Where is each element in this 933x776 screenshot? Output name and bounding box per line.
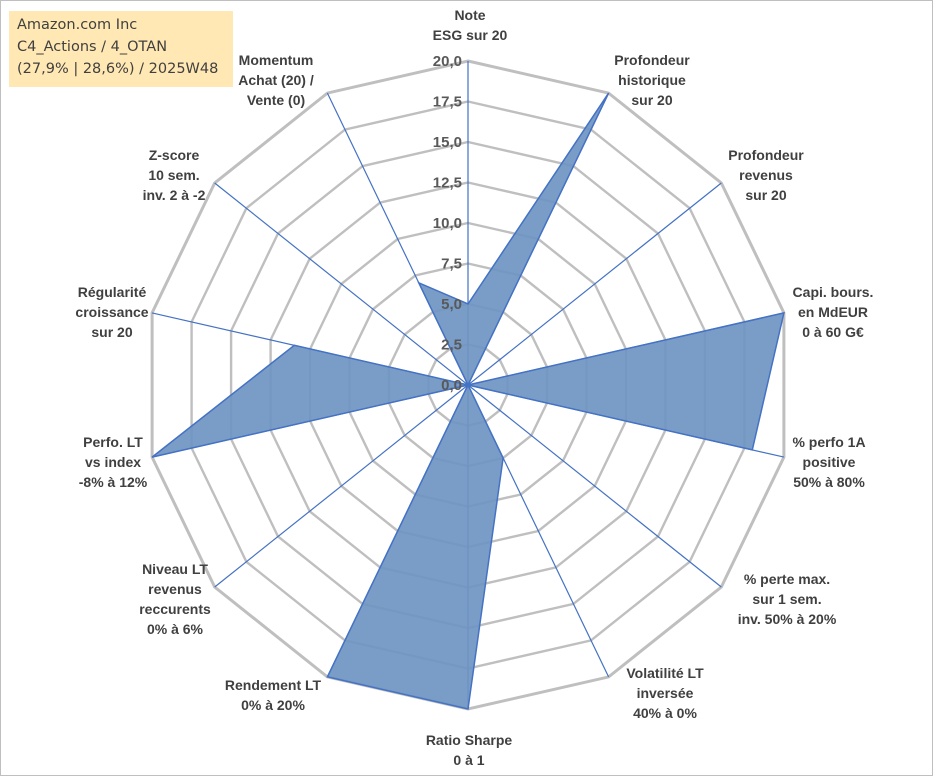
tick-label-1: 2,5 <box>441 337 462 354</box>
axis-label-line: 50% à 80% <box>793 474 865 490</box>
axis-label-5: % perte max. sur 1 sem. inv. 50% à 20% <box>738 571 837 627</box>
series-area-0 <box>151 92 785 710</box>
axis-label-line: inversée <box>637 685 694 701</box>
axis-label-line: sur 1 sem. <box>752 591 821 607</box>
spoke-5 <box>467 384 722 588</box>
tick-label-7: 17,5 <box>433 94 462 111</box>
axis-label-line: vs index <box>85 454 141 470</box>
spoke-2 <box>467 182 722 386</box>
spoke-9 <box>214 384 469 588</box>
axis-label-line: positive <box>803 454 856 470</box>
axis-label-line: -8% à 12% <box>79 474 148 490</box>
axis-label-line: 0% à 6% <box>147 621 204 637</box>
axis-label-0: Note ESG sur 20 <box>433 7 508 43</box>
axis-label-line: Ratio Sharpe <box>426 732 513 748</box>
title-line-stats: (27,9% | 28,6%) / 2025W48 <box>17 61 219 77</box>
axis-label-9: Niveau LT revenus reccurents 0% à 6% <box>139 561 211 637</box>
axis-label-line: revenus <box>148 581 202 597</box>
title-line-company: Amazon.com Inc <box>17 17 138 33</box>
axis-label-line: Rendement LT <box>225 677 322 693</box>
axis-label-8: Rendement LT 0% à 20% <box>225 677 322 713</box>
axis-label-line: 0 à 60 G€ <box>802 324 864 340</box>
radar-axis-labels: Note ESG sur 20 Profondeur historique sur 20… <box>75 7 873 768</box>
axis-label-line: Régularité <box>78 284 147 300</box>
axis-label-11: Régularité croissance sur 20 <box>75 284 148 340</box>
axis-label-line: historique <box>618 72 686 88</box>
title-box: Amazon.com Inc C4_Actions / 4_OTAN (27,9… <box>9 11 233 87</box>
axis-label-line: Achat (20) / <box>238 72 314 88</box>
tick-label-3: 7,5 <box>441 256 462 273</box>
spoke-12 <box>214 182 469 386</box>
axis-label-2: Profondeur revenus sur 20 <box>728 147 804 203</box>
axis-label-line: Capi. bours. <box>793 284 874 300</box>
tick-label-5: 12,5 <box>433 175 462 192</box>
axis-label-7: Ratio Sharpe 0 à 1 <box>426 732 513 768</box>
axis-label-line: ESG sur 20 <box>433 27 508 43</box>
radar-series <box>151 92 785 710</box>
tick-label-0: 0,0 <box>441 377 462 394</box>
axis-label-line: 40% à 0% <box>633 705 697 721</box>
axis-label-line: Vente (0) <box>247 92 305 108</box>
axis-label-line: Profondeur <box>614 52 690 68</box>
axis-label-line: 0 à 1 <box>453 752 484 768</box>
title-line-category: C4_Actions / 4_OTAN <box>17 39 168 55</box>
axis-label-line: Z-score <box>149 147 200 163</box>
tick-label-4: 10,0 <box>433 215 462 232</box>
axis-label-12: Z-score 10 sem. inv. 2 à -2 <box>143 147 206 203</box>
axis-label-line: % perte max. <box>744 571 830 587</box>
tick-label-8: 20,0 <box>433 53 462 70</box>
axis-label-line: sur 20 <box>631 92 672 108</box>
axis-label-line: en MdEUR <box>798 304 868 320</box>
axis-label-line: inv. 2 à -2 <box>143 187 206 203</box>
axis-label-line: Volatilité LT <box>626 665 704 681</box>
axis-label-3: Capi. bours. en MdEUR 0 à 60 G€ <box>793 284 874 340</box>
axis-label-line: Perfo. LT <box>83 434 143 450</box>
axis-label-line: Note <box>454 7 485 23</box>
axis-label-10: Perfo. LT vs index -8% à 12% <box>79 434 148 490</box>
axis-label-1: Profondeur historique sur 20 <box>614 52 690 108</box>
axis-label-line: Niveau LT <box>142 561 208 577</box>
axis-label-line: croissance <box>75 304 148 320</box>
axis-label-line: 10 sem. <box>148 167 199 183</box>
tick-label-6: 15,0 <box>433 134 462 151</box>
axis-label-line: Momentum <box>239 52 314 68</box>
axis-label-line: sur 20 <box>745 187 786 203</box>
axis-label-line: Profondeur <box>728 147 804 163</box>
axis-label-line: 0% à 20% <box>241 697 305 713</box>
axis-label-line: inv. 50% à 20% <box>738 611 837 627</box>
axis-label-6: Volatilité LT inversée 40% à 0% <box>626 665 704 721</box>
axis-label-line: revenus <box>739 167 793 183</box>
radar-tick-labels: 0,0 2,5 5,0 7,5 10,0 12,5 15,0 17,5 20,0 <box>433 53 462 394</box>
axis-label-line: % perfo 1A <box>792 434 865 450</box>
axis-label-13: Momentum Achat (20) / Vente (0) <box>238 52 314 108</box>
tick-label-2: 5,0 <box>441 296 462 313</box>
axis-label-4: % perfo 1A positive 50% à 80% <box>792 434 865 490</box>
axis-label-line: reccurents <box>139 601 211 617</box>
axis-label-line: sur 20 <box>91 324 132 340</box>
